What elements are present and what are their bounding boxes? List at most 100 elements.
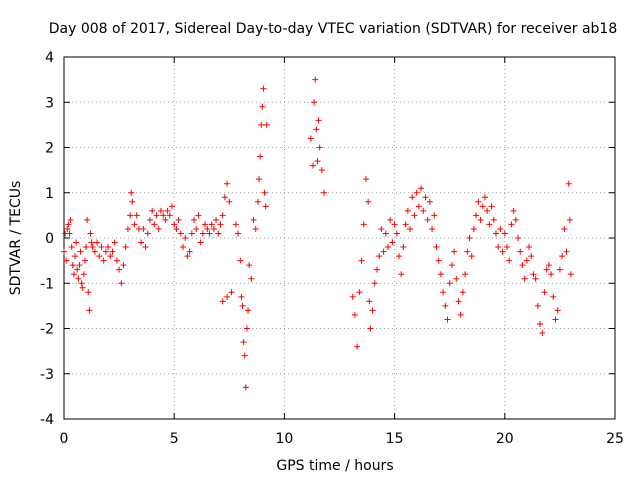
data-point — [86, 307, 93, 314]
data-point — [241, 352, 248, 359]
data-point — [501, 230, 508, 237]
data-point — [248, 275, 255, 282]
data-point — [404, 207, 411, 214]
data-point — [61, 248, 67, 255]
y-tick-label: 0 — [45, 231, 54, 247]
chart-title: Day 008 of 2017, Sidereal Day-to-day VTE… — [49, 21, 618, 37]
data-point — [89, 244, 96, 251]
data-point — [164, 207, 171, 214]
data-point — [554, 307, 561, 314]
data-point — [510, 207, 517, 214]
data-point — [373, 266, 380, 273]
data-point — [96, 253, 103, 260]
x-tick-label: 20 — [496, 431, 514, 447]
data-point — [515, 235, 522, 241]
data-point — [464, 248, 471, 255]
data-point — [157, 207, 164, 214]
data-point — [133, 212, 140, 219]
data-point — [389, 239, 396, 246]
data-point — [191, 216, 198, 223]
data-point — [142, 244, 149, 251]
y-axis-label: SDTVAR / TECUs — [8, 181, 24, 296]
data-point — [530, 271, 537, 278]
data-point — [107, 253, 114, 260]
data-point — [155, 225, 162, 232]
data-point — [539, 330, 546, 337]
data-point — [541, 289, 548, 296]
data-point — [81, 257, 88, 264]
y-tick-label: -1 — [40, 276, 54, 292]
data-point — [140, 225, 147, 232]
data-point — [224, 293, 231, 300]
data-point — [228, 289, 235, 296]
data-point — [166, 212, 173, 219]
data-point — [65, 221, 72, 228]
data-point — [534, 302, 541, 309]
data-point — [567, 271, 574, 278]
y-tick-label: -2 — [40, 322, 54, 338]
data-point — [365, 198, 372, 205]
x-axis-label: GPS time / hours — [276, 458, 393, 474]
data-point — [415, 203, 422, 210]
grid-layer — [64, 57, 615, 419]
data-point — [391, 221, 398, 228]
data-point — [254, 198, 261, 205]
data-point — [72, 253, 79, 260]
data-point — [473, 212, 480, 219]
y-tick-label: 4 — [45, 50, 54, 66]
data-point — [68, 244, 75, 251]
data-point — [217, 221, 224, 228]
data-point — [566, 216, 573, 223]
data-point — [210, 225, 217, 232]
data-point — [384, 244, 391, 251]
data-point — [69, 262, 76, 269]
data-point — [556, 266, 563, 273]
data-point — [128, 189, 135, 196]
data-point — [75, 275, 82, 282]
x-tick-label: 5 — [170, 431, 179, 447]
data-point — [263, 121, 270, 128]
x-tick-label: 10 — [275, 431, 293, 447]
data-point — [259, 103, 266, 110]
data-point — [440, 289, 447, 296]
data-point — [354, 343, 361, 350]
data-point — [448, 262, 455, 269]
data-point — [129, 198, 136, 205]
data-point — [360, 221, 367, 228]
data-point — [242, 384, 249, 391]
data-point — [258, 121, 265, 128]
data-point — [102, 248, 109, 255]
data-point — [537, 320, 544, 327]
data-point — [492, 230, 499, 237]
data-point — [79, 284, 86, 291]
data-point — [221, 194, 228, 201]
data-point — [83, 244, 90, 251]
data-point — [358, 257, 365, 264]
data-point — [162, 216, 169, 223]
data-point — [420, 207, 427, 214]
data-point — [442, 302, 449, 309]
data-point — [451, 248, 458, 255]
data-point — [87, 230, 94, 237]
data-point — [173, 225, 180, 232]
data-point — [543, 266, 550, 273]
data-point — [479, 203, 486, 210]
data-point — [495, 244, 502, 251]
data-point — [239, 302, 246, 309]
data-point — [371, 280, 378, 287]
data-point — [195, 212, 202, 219]
data-point — [310, 162, 317, 169]
data-point — [462, 271, 469, 278]
data-point — [219, 298, 226, 305]
x-tick-label: 25 — [606, 431, 624, 447]
data-point — [85, 289, 92, 296]
data-point — [105, 244, 112, 251]
points-layer — [61, 76, 574, 391]
data-point — [66, 230, 73, 237]
data-point — [260, 85, 267, 92]
data-point — [523, 257, 530, 264]
data-point — [307, 135, 314, 142]
data-point — [519, 262, 526, 269]
data-point — [238, 293, 245, 300]
data-point — [366, 298, 373, 305]
